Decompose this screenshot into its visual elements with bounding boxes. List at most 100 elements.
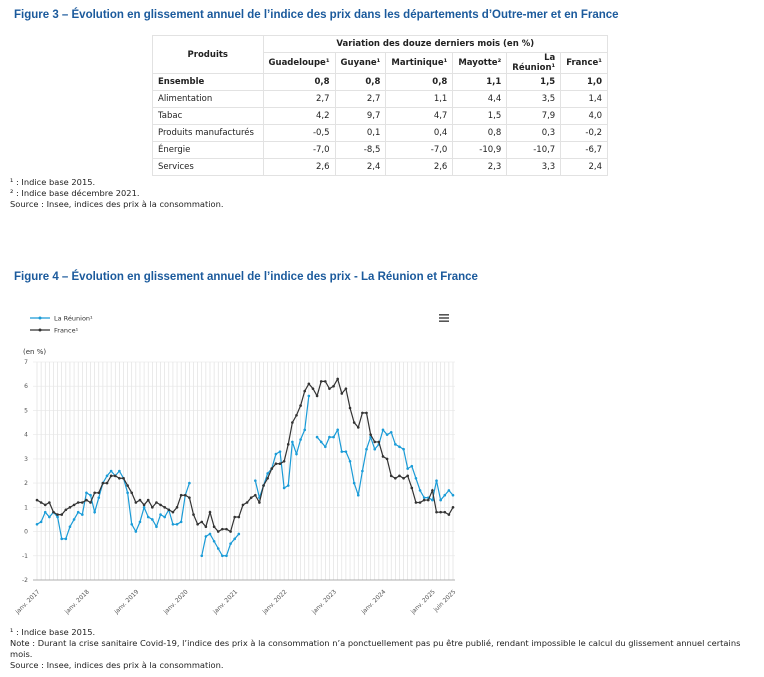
value-cell: -8,5 [334, 141, 387, 159]
point [221, 527, 224, 531]
menu-button[interactable] [438, 313, 450, 323]
value-cell: -0,2 [560, 124, 608, 142]
point [221, 554, 224, 558]
point [373, 447, 377, 451]
point [299, 438, 302, 441]
value-cell: 3,5 [506, 90, 562, 108]
point [56, 515, 59, 519]
point [394, 443, 397, 446]
point [344, 387, 348, 390]
point [237, 515, 241, 519]
row-label: Énergie [152, 141, 264, 159]
point [68, 506, 72, 509]
point [328, 387, 331, 390]
point [188, 496, 191, 499]
value-cell: 1,5 [506, 73, 562, 91]
y-tick-label: 6 [24, 383, 28, 390]
column-header: France¹ [560, 52, 608, 74]
value-cell: 7,9 [506, 107, 562, 125]
point [60, 537, 64, 541]
point [406, 474, 409, 478]
point [253, 493, 257, 497]
point [122, 476, 125, 480]
value-cell: 3,3 [506, 158, 562, 176]
x-tick-label: janv. 2024 [360, 588, 388, 616]
value-cell: 0,3 [506, 124, 562, 142]
point [200, 554, 204, 558]
point [151, 506, 154, 509]
point [159, 513, 162, 516]
value-cell: 4,2 [262, 107, 336, 125]
point [356, 493, 360, 497]
point [422, 496, 426, 499]
point [418, 501, 422, 504]
point [270, 467, 274, 470]
point [377, 440, 381, 444]
point [249, 496, 253, 499]
point [324, 380, 327, 383]
point [60, 513, 64, 516]
point [39, 501, 43, 504]
point [89, 493, 92, 497]
point [130, 491, 134, 495]
point [89, 501, 92, 504]
point [443, 493, 447, 497]
value-cell: 1,5 [452, 107, 508, 125]
point [352, 481, 356, 485]
value-cell: -10,7 [506, 141, 562, 159]
y-tick-label: 1 [24, 504, 28, 511]
point [315, 394, 319, 398]
point [97, 491, 101, 495]
point [299, 404, 302, 407]
table-row: Produits manufacturés -0,5 0,1 0,4 0,8 0,3 -0,… [152, 124, 608, 142]
point [43, 510, 47, 514]
point [208, 510, 212, 514]
point [64, 508, 68, 512]
series-line [36, 377, 454, 533]
point [451, 506, 455, 509]
point [43, 503, 47, 507]
point [344, 450, 348, 453]
point [175, 506, 179, 509]
x-tick-label: janv. 2018 [63, 588, 91, 616]
value-cell: 0,8 [262, 73, 336, 91]
point [336, 428, 339, 432]
point [72, 503, 76, 507]
point [155, 525, 158, 529]
point [402, 447, 405, 451]
point [332, 435, 335, 439]
point [126, 484, 129, 487]
point [340, 450, 344, 453]
point [431, 489, 434, 492]
point [48, 501, 51, 504]
value-cell: 0,8 [334, 73, 387, 91]
point [373, 440, 377, 444]
point [303, 428, 307, 432]
series-line [36, 395, 454, 557]
point [155, 501, 158, 504]
point [159, 503, 162, 507]
point [266, 476, 269, 480]
point [262, 484, 265, 487]
value-cell: 4,4 [452, 90, 508, 108]
x-tick-label: janv. 2022 [261, 588, 289, 616]
point [167, 508, 171, 512]
point [295, 452, 298, 456]
point [196, 522, 199, 526]
point [64, 537, 68, 541]
point [278, 462, 282, 466]
value-cell: -10,9 [452, 141, 508, 159]
point [394, 476, 397, 480]
point [138, 498, 142, 502]
point [389, 474, 393, 478]
value-cell: 1,0 [560, 73, 608, 91]
point [348, 406, 352, 410]
point [369, 433, 372, 436]
point [402, 476, 405, 480]
row-label: Ensemble [152, 73, 264, 91]
value-cell: 2,4 [334, 158, 387, 176]
y-tick-label: -2 [22, 577, 28, 584]
point [307, 382, 311, 386]
legend-label: France¹ [54, 327, 79, 335]
